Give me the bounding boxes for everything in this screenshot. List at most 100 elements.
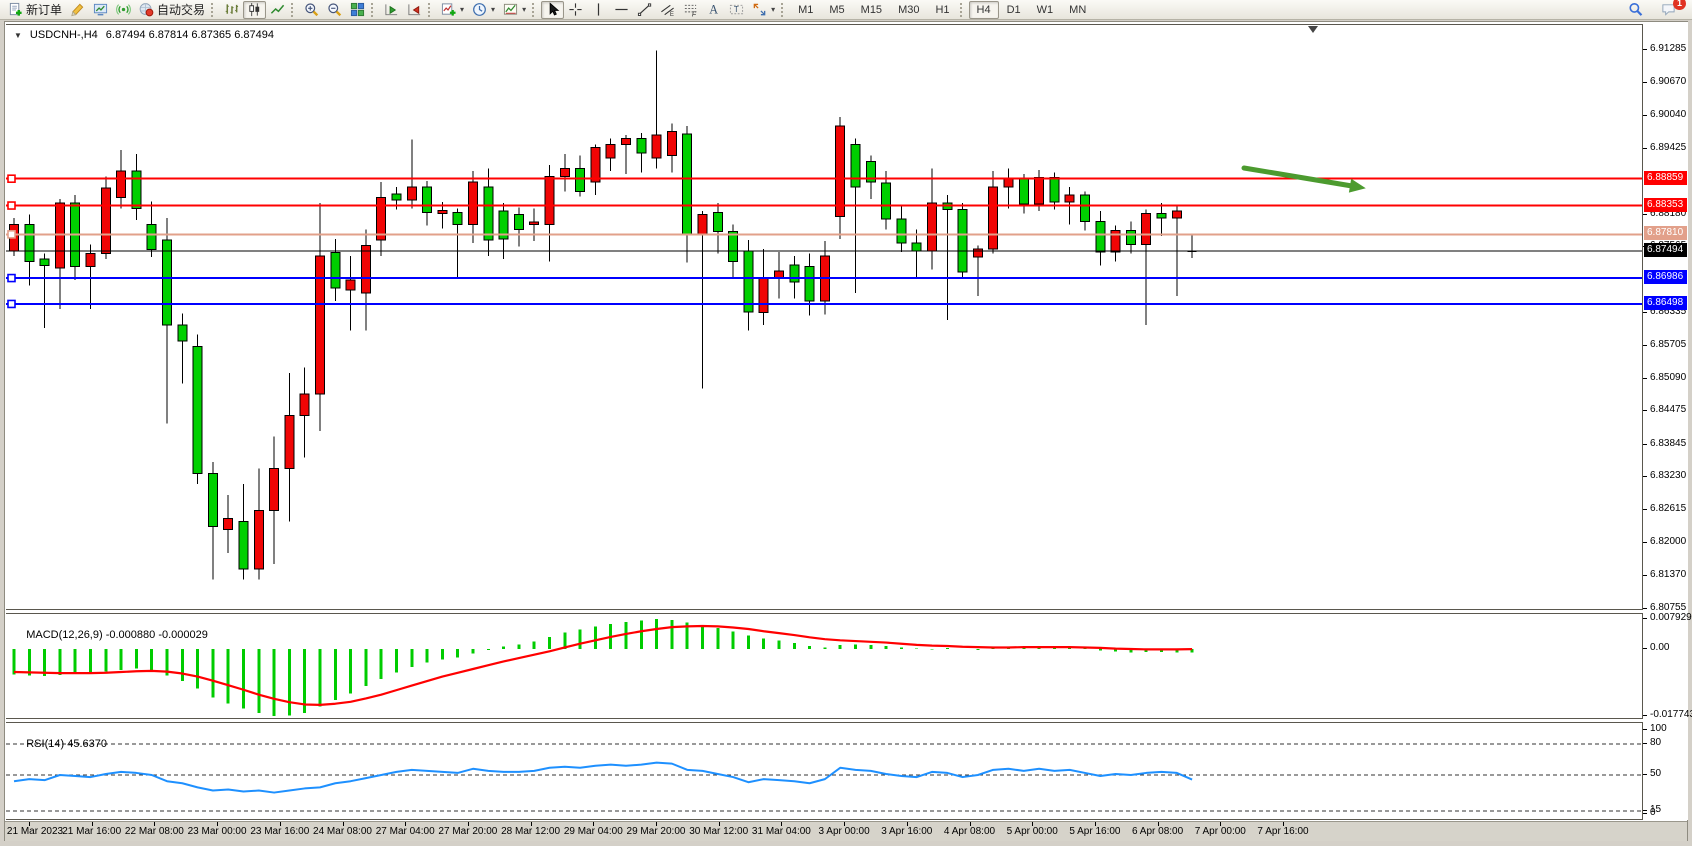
time-label: 27 Mar 20:00 [438, 826, 498, 837]
axis-tick [1643, 115, 1647, 117]
zoom-in-icon [304, 2, 319, 17]
indicators-button[interactable]: ▾ [437, 1, 468, 19]
axis-tick [1643, 311, 1647, 313]
time-tick [1094, 822, 1096, 826]
candle-up [1171, 210, 1182, 219]
tf-h4-button[interactable]: H4 [968, 0, 999, 19]
rsi-indicator-panel[interactable] [6, 722, 1643, 820]
trendline-button[interactable] [633, 1, 656, 19]
search-button[interactable] [1624, 1, 1647, 19]
tile-windows-button[interactable] [346, 1, 369, 19]
zoom-in-button[interactable] [300, 1, 323, 19]
label-button[interactable]: T [725, 1, 748, 19]
macd-indicator-panel[interactable] [6, 613, 1643, 719]
candle-up [927, 202, 937, 252]
chevron-down-icon[interactable]: ▾ [771, 5, 776, 14]
horizontal-line-button[interactable] [610, 1, 633, 19]
candle-up [621, 137, 631, 146]
candle-down [957, 208, 968, 273]
autotrading-button[interactable]: 自动交易 [135, 1, 209, 19]
periods-button[interactable]: ▾ [468, 1, 499, 19]
candle-up [697, 214, 708, 236]
candle-down [391, 193, 402, 201]
arrows-button[interactable]: ▾ [748, 1, 779, 19]
time-tick [217, 822, 219, 826]
line-chart-button[interactable] [266, 1, 289, 19]
label-icon: T [729, 2, 744, 17]
time-label: 22 Mar 08:00 [124, 826, 184, 837]
candlestick-button[interactable] [243, 0, 267, 19]
new-order-icon [8, 2, 23, 17]
zoom-out-button[interactable] [323, 1, 346, 19]
chevron-down-icon[interactable]: ▾ [491, 5, 496, 14]
toolbar-separator [371, 2, 378, 17]
fibonacci-button[interactable]: F [679, 1, 702, 19]
main-toolbar: 新订单 自动交易 ▾ ▾ ▾ E F A T ▾ M1 M5 M15 M30 H1 H4 D1 W1 MN 1 [0, 0, 1692, 20]
tf-w1-button[interactable]: W1 [1029, 1, 1062, 19]
axis-tick [1643, 541, 1647, 543]
candle-down [177, 324, 188, 342]
trend-arrow[interactable] [1241, 165, 1355, 189]
time-tick [154, 822, 156, 826]
line-chart-icon [270, 2, 285, 17]
candle-down [1125, 230, 1136, 245]
candle-down [636, 137, 647, 154]
chart-window[interactable]: ▼ USDCNH-,H4 6.87494 6.87814 6.87365 6.8… [4, 21, 1692, 841]
text-button[interactable]: A [702, 1, 725, 19]
time-axis[interactable]: 21 Mar 2023 21 Mar 16:00 22 Mar 08:00 23 Ma… [5, 821, 1687, 841]
vertical-line-button[interactable] [587, 1, 610, 19]
line-handle[interactable] [7, 299, 16, 309]
axis-tick [1643, 81, 1647, 83]
auto-scroll-button[interactable] [380, 1, 403, 19]
price-tick-label: 6.90670 [1650, 75, 1687, 87]
time-label: 4 Apr 08:00 [943, 826, 996, 837]
periods-icon [472, 2, 487, 17]
line-handle[interactable] [7, 230, 16, 239]
tf-m15-button[interactable]: M15 [853, 1, 890, 19]
axis-tick [1643, 810, 1647, 812]
publish-chart-button[interactable] [89, 1, 112, 19]
quick-trade-expander-icon[interactable]: ▼ [14, 30, 22, 40]
crosshair-button[interactable] [564, 1, 587, 19]
crayon-button[interactable] [66, 1, 89, 19]
candle-up [468, 181, 478, 225]
candle-down [513, 214, 524, 231]
tf-m1-button[interactable]: M1 [790, 1, 821, 19]
chart-shift-marker-icon[interactable] [1308, 26, 1318, 33]
arrows-icon [752, 2, 767, 17]
chevron-down-icon[interactable]: ▾ [460, 5, 465, 14]
tf-m5-button[interactable]: M5 [821, 1, 852, 19]
signals-button[interactable] [112, 1, 135, 19]
candle-up [835, 125, 846, 217]
tf-mn-button[interactable]: MN [1061, 1, 1094, 19]
line-handle[interactable] [7, 201, 16, 210]
channel-button[interactable]: E [656, 1, 679, 19]
time-label: 21 Mar 16:00 [62, 826, 122, 837]
new-order-button[interactable]: 新订单 [4, 1, 66, 19]
templates-button[interactable]: ▾ [499, 1, 530, 19]
price-chart-panel[interactable] [6, 24, 1643, 610]
chart-shift-button[interactable] [403, 1, 426, 19]
tf-h1-button[interactable]: H1 [927, 1, 957, 19]
line-handle[interactable] [7, 174, 16, 184]
candle-up [315, 255, 325, 395]
price-axis[interactable]: 6.912856.906706.900406.894256.881806.875… [1643, 22, 1692, 820]
price-tick-label: 6.91285 [1650, 43, 1687, 54]
price-tick-label: 6.85090 [1650, 371, 1687, 383]
tf-d1-button[interactable]: D1 [999, 1, 1029, 19]
chevron-down-icon[interactable]: ▾ [522, 5, 527, 14]
level-price-badge: 6.86498 [1644, 295, 1687, 310]
line-handle[interactable] [7, 273, 16, 283]
time-tick [656, 822, 657, 826]
axis-tick [1643, 476, 1647, 478]
candle-down [452, 212, 463, 225]
tf-m30-button[interactable]: M30 [890, 1, 927, 19]
price-tick-label: 6.90040 [1650, 109, 1687, 121]
cursor-button[interactable] [541, 0, 565, 19]
notifications-button[interactable]: 1 [1657, 0, 1686, 19]
text-icon: A [706, 2, 721, 17]
time-tick [593, 822, 595, 826]
candle-up [223, 518, 234, 530]
candle-up [1034, 177, 1045, 205]
bar-chart-button[interactable] [220, 1, 243, 19]
